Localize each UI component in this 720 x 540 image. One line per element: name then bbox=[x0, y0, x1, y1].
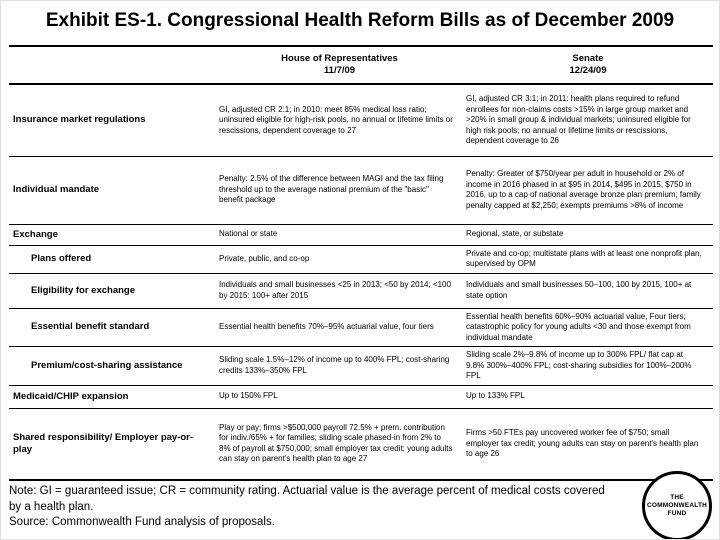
logo-line-1: THE bbox=[670, 494, 684, 501]
note-line-2: by a health plan. bbox=[9, 500, 94, 513]
page-title: Exhibit ES-1. Congressional Health Refor… bbox=[45, 10, 675, 31]
table-row: Eligibility for exchange Individuals and… bbox=[9, 273, 713, 308]
row-label: Shared responsibility/ Employer pay-or-p… bbox=[13, 431, 194, 455]
cell-house: GI, adjusted CR 2:1; in 2010: meet 85% m… bbox=[219, 104, 453, 135]
table-row: Shared responsibility/ Employer pay-or-p… bbox=[9, 408, 713, 480]
table-row: Plans offered Private, public, and co-op… bbox=[9, 245, 713, 273]
cell-senate: Individuals and small businesses 50–100,… bbox=[466, 280, 692, 300]
column-header-house-date: 11/7/09 bbox=[323, 65, 356, 76]
cell-senate: Up to 133% FPL bbox=[466, 391, 525, 401]
cell-senate: Essential health benefits 60%–90% actuar… bbox=[466, 311, 691, 342]
row-label: Exchange bbox=[13, 228, 58, 240]
column-header-senate: Senate 12/24/09 bbox=[463, 46, 713, 84]
cell-house: Penalty: 2.5% of the difference between … bbox=[219, 174, 444, 205]
cell-house: Up to 150% FPL bbox=[219, 391, 278, 401]
column-header-senate-name: Senate bbox=[572, 53, 604, 64]
cell-house: Individuals and small businesses <25 in … bbox=[219, 280, 451, 300]
note-line-1: Note: GI = guaranteed issue; CR = commun… bbox=[9, 485, 605, 497]
cell-house: Play or pay; firms >$500,000 payroll 72.… bbox=[219, 422, 453, 464]
table-row: Individual mandate Penalty: 2.5% of the … bbox=[9, 156, 713, 224]
cell-senate: Penalty: Greater of $750/year per adult … bbox=[466, 169, 701, 210]
column-header-house: House of Representatives 11/7/09 bbox=[216, 46, 463, 84]
logo-line-3: FUND bbox=[667, 510, 687, 517]
commonwealth-fund-logo: THE COMMONWEALTH FUND bbox=[642, 471, 712, 539]
comparison-table-container: House of Representatives 11/7/09 Senate … bbox=[9, 45, 713, 481]
cell-senate: GI, adjusted CR 3:1; in 2011: health pla… bbox=[466, 94, 691, 145]
comparison-table: House of Representatives 11/7/09 Senate … bbox=[9, 45, 713, 481]
footer-note: Note: GI = guaranteed issue; CR = commun… bbox=[9, 484, 659, 531]
cell-senate: Sliding scale 2%–9.8% of income up to 30… bbox=[466, 350, 692, 380]
logo-line-2: COMMONWEALTH bbox=[646, 502, 708, 509]
row-label: Essential benefit standard bbox=[31, 321, 150, 333]
row-label: Medicaid/CHIP expansion bbox=[13, 390, 129, 402]
row-label: Plans offered bbox=[31, 253, 92, 264]
table-row: Premium/cost-sharing assistance Sliding … bbox=[9, 347, 713, 385]
source-line: Source: Commonwealth Fund analysis of pr… bbox=[9, 516, 275, 528]
column-header-senate-date: 12/24/09 bbox=[569, 65, 607, 76]
table-row: Medicaid/CHIP expansion Up to 150% FPL U… bbox=[9, 385, 713, 408]
cell-house: Sliding scale 1.5%–12% of income up to 4… bbox=[219, 355, 450, 375]
cell-senate: Firms >50 FTEs pay uncovered worker fee … bbox=[466, 428, 699, 458]
table-row: Essential benefit standard Essential hea… bbox=[9, 308, 713, 347]
cell-senate: Private and co-op; multistate plans with… bbox=[466, 248, 702, 269]
row-label: Individual mandate bbox=[13, 184, 100, 195]
cell-house: National or state bbox=[219, 229, 278, 239]
column-header-house-name: House of Representatives bbox=[281, 53, 398, 64]
row-label: Eligibility for exchange bbox=[31, 284, 135, 296]
cell-house: Private, public, and co-op bbox=[219, 253, 310, 263]
cell-senate: Regional, state, or substate bbox=[466, 229, 564, 239]
row-label: Insurance market regulations bbox=[13, 114, 146, 126]
header-spacer bbox=[9, 46, 216, 84]
row-label: Premium/cost-sharing assistance bbox=[31, 359, 183, 371]
table-row: Insurance market regulations GI, adjuste… bbox=[9, 84, 713, 156]
cell-house: Essential health benefits 70%–95% actuar… bbox=[219, 322, 434, 331]
header-row: House of Representatives 11/7/09 Senate … bbox=[9, 46, 713, 84]
table-row: Exchange National or state Regional, sta… bbox=[9, 224, 713, 245]
